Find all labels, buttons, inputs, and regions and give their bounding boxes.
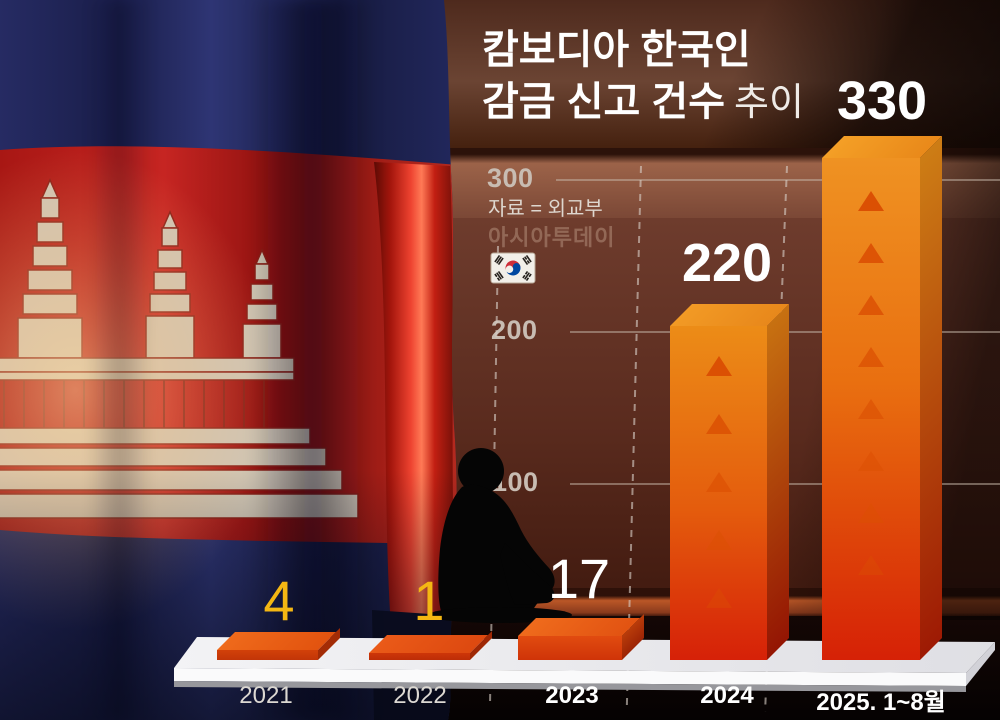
value-label-2024: 220 xyxy=(681,233,773,293)
up-triangle-icon xyxy=(705,530,732,550)
ytick-200: 200 xyxy=(491,315,538,345)
up-triangle-icon xyxy=(858,451,884,471)
title-line2: 감금 신고 건수 추이 xyxy=(482,76,804,128)
up-triangle-icon xyxy=(705,356,732,376)
up-triangle-icon xyxy=(858,191,884,211)
south-korea-flag-icon xyxy=(490,252,536,284)
bar-2024 xyxy=(670,304,789,660)
gridline-300 xyxy=(556,179,1000,181)
xlabel-2023: 2023 xyxy=(545,682,599,709)
title-line1: 캄보디아 한국인 xyxy=(482,28,751,72)
up-triangle-icon xyxy=(858,347,884,367)
up-triangle-icon xyxy=(858,243,884,263)
up-triangle-icon xyxy=(858,399,884,419)
bar-2023 xyxy=(518,614,644,660)
watermark: 아시아투데이 xyxy=(488,225,616,250)
xlabel-2022: 2022 xyxy=(393,682,447,709)
xlabel-2025: 2025. 1~8월 xyxy=(816,689,946,716)
value-label-2021: 4 xyxy=(263,569,295,632)
up-triangle-icon xyxy=(705,472,732,492)
value-label-2022: 1 xyxy=(413,569,445,632)
bar-2022 xyxy=(369,631,492,660)
title-line2-bold: 감금 신고 건수 xyxy=(482,80,726,124)
bar-2025 xyxy=(822,136,942,660)
xlabel-2024: 2024 xyxy=(700,682,754,709)
cambodia-flag xyxy=(0,0,457,720)
up-triangle-icon xyxy=(858,503,884,523)
ytick-300: 300 xyxy=(487,163,534,193)
up-triangle-icon xyxy=(705,414,732,434)
sitting-person-silhouette xyxy=(428,448,572,623)
up-triangle-icon xyxy=(705,588,732,608)
up-triangle-icon xyxy=(858,295,884,315)
source-label: 자료 = 외교부 xyxy=(488,198,603,220)
up-triangle-icon xyxy=(858,555,884,575)
bar-2021 xyxy=(217,628,340,660)
value-label-2025: 330 xyxy=(836,71,928,131)
xlabel-2021: 2021 xyxy=(239,682,293,709)
title-line2-light: 추이 xyxy=(734,82,804,124)
page-title: 캄보디아 한국인 감금 신고 건수 추이 xyxy=(482,24,804,128)
value-label-2023: 17 xyxy=(547,547,611,610)
